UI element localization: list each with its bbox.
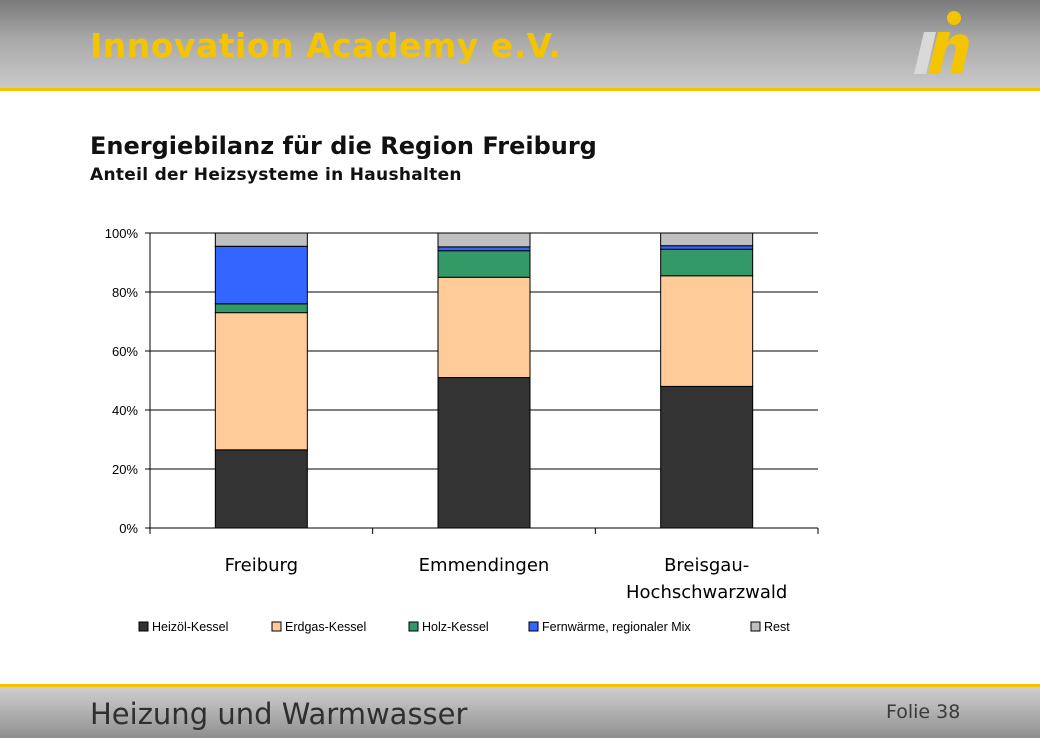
chart-legend: Heizöl-Kessel Erdgas-Kessel Holz-Kessel Fer… <box>138 620 790 634</box>
y-tick-label: 20% <box>112 462 138 477</box>
legend-swatch <box>750 621 761 632</box>
bar-segment <box>437 377 531 529</box>
legend-label: Fernwärme, regionaler Mix <box>542 620 691 634</box>
bar-segment <box>660 275 754 387</box>
bar-segment <box>437 232 531 248</box>
legend-label: Holz-Kessel <box>422 620 489 634</box>
legend-label: Erdgas-Kessel <box>285 620 366 634</box>
y-tick-label: 100% <box>105 226 139 241</box>
chart-axes <box>145 232 819 534</box>
bar-segment <box>214 312 308 451</box>
legend-label: Rest <box>764 620 790 634</box>
header-bar: Innovation Academy e.V. <box>0 0 1040 91</box>
bar-segment <box>214 449 308 529</box>
x-category-label: Emmendingen <box>419 555 550 576</box>
bar-segment <box>437 246 531 252</box>
chart-labels: 0% 20% 40% 60% 80% 100% Freiburg Emmendingen Bre… <box>105 226 788 603</box>
bar-segment <box>214 232 308 247</box>
innovation-academy-logo-icon <box>914 11 969 74</box>
footer-title: Heizung und Warmwasser <box>90 697 468 731</box>
x-category-label: Freiburg <box>225 555 298 576</box>
slide-subtitle: Anteil der Heizsysteme in Haushalten <box>90 165 462 185</box>
stacked-bar-chart: 0% 20% 40% 60% 80% 100% Freiburg Emmendingen Bre… <box>105 226 819 634</box>
slide-number: Folie 38 <box>886 701 961 723</box>
legend-swatch <box>528 621 539 632</box>
bar-segment <box>214 245 308 305</box>
slide-title: Energiebilanz für die Region Freiburg <box>90 132 597 160</box>
legend-swatch <box>138 621 149 632</box>
y-tick-label: 0% <box>119 521 138 536</box>
footer-bar: Heizung und Warmwasser Folie 38 <box>0 684 1040 738</box>
bar-segment <box>660 248 754 277</box>
bar-segment <box>437 250 531 278</box>
y-tick-label: 40% <box>112 403 138 418</box>
chart-bars <box>214 232 754 529</box>
y-tick-label: 80% <box>112 285 138 300</box>
bar-segment <box>660 232 754 247</box>
legend-label: Heizöl-Kessel <box>152 620 228 634</box>
bar-segment <box>660 385 754 529</box>
bar-segment <box>437 276 531 379</box>
bar-segment <box>214 303 308 314</box>
y-tick-label: 60% <box>112 344 138 359</box>
x-category-label: Breisgau- <box>664 555 749 576</box>
legend-swatch <box>271 621 282 632</box>
legend-swatch <box>408 621 419 632</box>
bar-segment <box>660 245 754 250</box>
brand-name: Innovation Academy e.V. <box>90 26 562 65</box>
x-category-label: Hochschwarzwald <box>626 582 787 603</box>
